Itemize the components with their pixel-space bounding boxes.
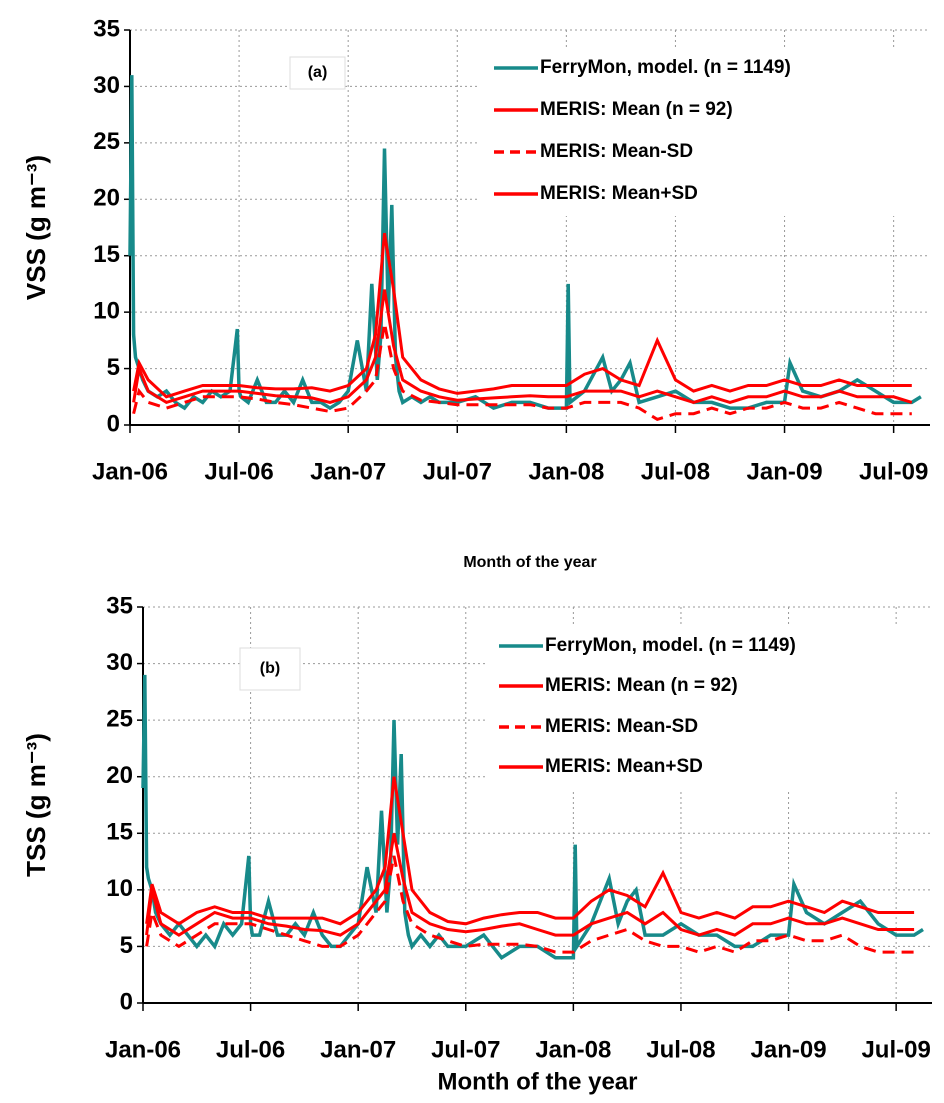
x-tick-label: Jul-08: [646, 1036, 715, 1063]
series-line: [132, 289, 913, 405]
panel-label-box: [239, 647, 301, 691]
y-tick-label: 5: [107, 354, 120, 381]
y-tick-label: 10: [93, 297, 120, 324]
x-tick-label: Jan-09: [751, 1036, 827, 1063]
x-tick-label: Jul-06: [204, 458, 273, 485]
series-line: [145, 833, 915, 937]
x-axis-label: Month of the year: [437, 1068, 637, 1095]
y-tick-label: 35: [106, 592, 133, 619]
legend-label: MERIS: Mean (n = 92): [540, 99, 733, 120]
panel-label: (a): [308, 64, 328, 81]
legend-label: FerryMon, model. (n = 1149): [545, 635, 796, 656]
y-axis-label: TSS (g m⁻³): [21, 733, 51, 877]
series-line: [132, 323, 912, 422]
y-tick-label: 0: [107, 410, 120, 437]
y-tick-label: 15: [93, 241, 120, 268]
x-tick-label: Jul-09: [859, 458, 928, 485]
x-tick-label: Jul-06: [216, 1036, 285, 1063]
y-tick-label: 30: [93, 72, 120, 99]
x-tick-label: Jan-06: [92, 458, 168, 485]
x-tick-label: Jan-07: [320, 1036, 396, 1063]
x-tick-label: Jan-06: [105, 1036, 181, 1063]
legend-box: [485, 627, 932, 790]
y-tick-label: 25: [106, 705, 133, 732]
legend-label: MERIS: Mean-SD: [545, 716, 698, 737]
x-tick-label: Jan-08: [528, 458, 604, 485]
x-tick-label: Jan-08: [535, 1036, 611, 1063]
series-line: [132, 232, 912, 399]
x-tick-label: Jan-09: [747, 458, 823, 485]
legend-label: MERIS: Mean (n = 92): [545, 675, 738, 696]
legend-label: MERIS: Mean+SD: [545, 756, 703, 777]
y-tick-label: 25: [93, 128, 120, 155]
y-tick-label: 10: [106, 875, 133, 902]
x-tick-label: Jul-09: [861, 1036, 930, 1063]
x-tick-label: Jan-07: [310, 458, 386, 485]
series-line: [145, 776, 915, 926]
panel-label: (b): [260, 660, 280, 677]
legend-label: MERIS: Mean-SD: [540, 141, 693, 162]
y-axis-label: VSS (g m⁻³): [21, 155, 51, 300]
x-axis-label: Month of the year: [463, 554, 596, 571]
y-tick-label: 35: [93, 15, 120, 42]
series-line: [145, 855, 915, 954]
panel-label-box: [289, 56, 346, 90]
y-tick-label: 15: [106, 819, 133, 846]
x-tick-label: Jul-07: [423, 458, 492, 485]
y-tick-label: 30: [106, 649, 133, 676]
legend-label: MERIS: Mean+SD: [540, 183, 698, 204]
x-tick-label: Jul-08: [641, 458, 710, 485]
y-tick-label: 20: [93, 185, 120, 212]
y-tick-label: 5: [120, 932, 133, 959]
legend-box: [480, 50, 930, 216]
y-tick-label: 20: [106, 762, 133, 789]
x-tick-label: Jul-07: [431, 1036, 500, 1063]
y-tick-label: 0: [120, 988, 133, 1015]
legend-label: FerryMon, model. (n = 1149): [540, 57, 791, 78]
